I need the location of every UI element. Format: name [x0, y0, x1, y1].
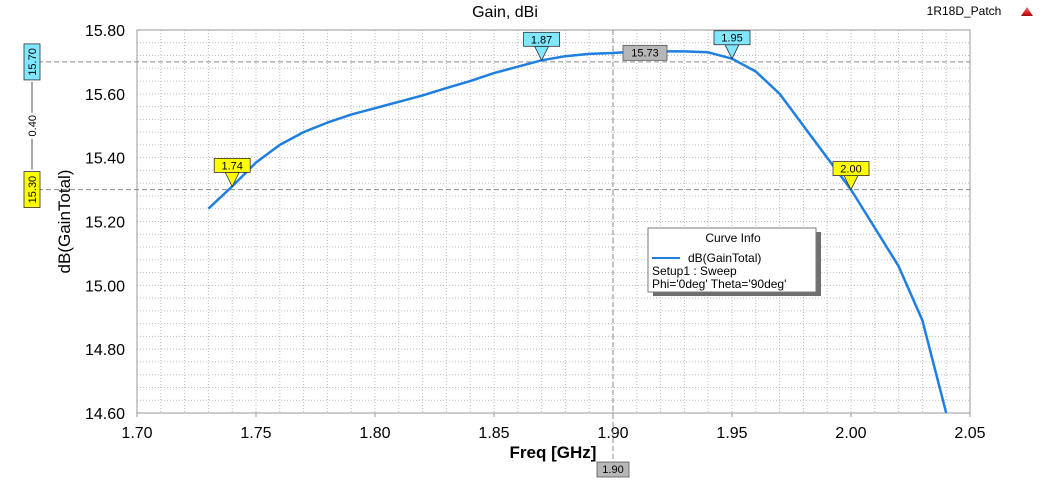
- legend-series-name: dB(GainTotal): [688, 251, 761, 265]
- crosshair-value-box: [622, 44, 668, 61]
- crosshair-x-box: [596, 461, 630, 478]
- marker-pointer: [224, 171, 240, 188]
- plot-grid: [136, 29, 971, 414]
- x-tick-label: 1.85: [478, 425, 509, 442]
- x-tick-label: 1.80: [359, 425, 390, 442]
- left-ref-label-15.70: 15.70: [23, 43, 41, 81]
- crosshair-value-label: 15.73: [631, 47, 659, 59]
- y-axis-title: dB(GainTotal): [55, 170, 74, 274]
- marker-label: 1.74: [221, 160, 242, 172]
- chart-title: Gain, dBi: [472, 4, 538, 21]
- ref-label-box: [23, 43, 41, 81]
- legend-title: Curve Info: [705, 231, 761, 245]
- design-name: 1R18D_Patch: [927, 4, 1002, 18]
- legend-setup: Setup1 : Sweep: [652, 264, 737, 278]
- y-tick-label: 15.40: [85, 151, 125, 168]
- x-tick-labels: 1.70 1.75 1.80 1.85 1.90 1.95 2.00 2.05: [121, 413, 986, 442]
- x-axis-title: Freq [GHz]: [510, 443, 597, 462]
- delta-label-bg: [25, 112, 39, 139]
- reference-lines: [30, 61, 970, 191]
- series-line-gaintotal: [207, 50, 948, 414]
- delta-label: 0.40: [25, 112, 39, 139]
- crosshair[interactable]: 15.73 1.90: [596, 30, 668, 478]
- marker-label: 1.87: [531, 34, 552, 46]
- ref-label-text: 15.70: [27, 48, 39, 76]
- marker-1.87[interactable]: 1.87: [523, 31, 560, 62]
- logo-icon: [1021, 7, 1033, 16]
- markers-group[interactable]: 1.74 1.87 1.95 2.00: [213, 30, 870, 191]
- marker-box: [832, 161, 870, 176]
- delta-label-text: 0.40: [27, 115, 39, 136]
- marker-box: [523, 31, 560, 47]
- ref-label-box: [23, 171, 41, 208]
- marker-2.00[interactable]: 2.00: [832, 161, 870, 191]
- y-tick-label: 14.80: [85, 342, 125, 359]
- y-tick-labels: 15.80 15.60 15.40 15.20 15.00 14.80 14.60: [85, 23, 125, 423]
- y-tick-label: 15.60: [85, 87, 125, 104]
- y-tick-label: 14.60: [85, 406, 125, 423]
- ref-label-text: 15.30: [27, 176, 39, 204]
- x-tick-label: 1.70: [121, 425, 152, 442]
- marker-label: 2.00: [840, 164, 861, 176]
- x-tick-label: 2.05: [954, 425, 985, 442]
- y-tick-label: 15.00: [85, 278, 125, 295]
- left-ref-label-15.30: 15.30: [23, 171, 41, 208]
- y-tick-label: 15.80: [85, 23, 125, 40]
- curve-info-legend[interactable]: Curve Info dB(GainTotal) Setup1 : Sweep …: [647, 227, 821, 296]
- x-tick-label: 1.75: [240, 425, 271, 442]
- plot-area: [136, 29, 971, 414]
- crosshair-x-label: 1.90: [602, 464, 623, 476]
- series-group: [207, 50, 948, 414]
- left-ref-labels: 15.70 15.30 0.40: [23, 43, 41, 208]
- marker-1.74[interactable]: 1.74: [213, 157, 251, 188]
- y-tick-label: 15.20: [85, 215, 125, 232]
- marker-box: [213, 157, 251, 173]
- x-tick-label: 1.95: [716, 425, 747, 442]
- legend-angles: Phi='0deg' Theta='90deg': [652, 277, 786, 291]
- marker-label: 1.95: [721, 33, 742, 45]
- marker-box: [713, 30, 751, 46]
- marker-1.95[interactable]: 1.95: [713, 30, 751, 60]
- x-tick-label: 2.00: [835, 425, 866, 442]
